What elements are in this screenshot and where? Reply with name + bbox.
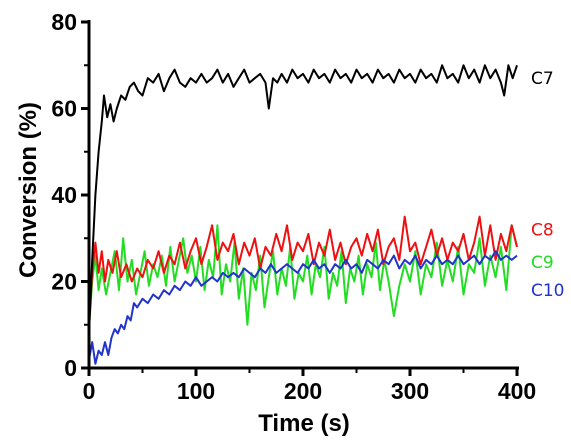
y-tick-label: 20: [51, 269, 77, 295]
y-tick-label: 80: [51, 9, 77, 35]
y-axis-title: Conversion (%): [15, 102, 42, 278]
x-tick-label: 200: [284, 378, 322, 404]
series-layer: [88, 64, 518, 365]
tick-layer: 0 20 40 60 80 0 100 200 300 400: [51, 9, 536, 404]
x-axis-title: Time (s): [258, 410, 350, 437]
series-line-c7: [88, 64, 518, 334]
series-label-c9: C9: [531, 253, 554, 273]
y-tick-label: 40: [51, 182, 77, 208]
series-label-c8: C8: [531, 221, 554, 241]
series-label-c10: C10: [531, 281, 565, 301]
x-tick-label: 400: [498, 378, 536, 404]
series-line-c8: [88, 215, 518, 325]
x-tick-label: 100: [177, 378, 215, 404]
series-label-c7: C7: [531, 69, 554, 89]
series-line-c9: [88, 224, 518, 330]
axes-layer: [87, 20, 519, 370]
x-tick-label: 300: [391, 378, 429, 404]
y-tick-label: 0: [64, 355, 77, 381]
series-line-c10: [88, 250, 518, 365]
y-tick-label: 60: [51, 96, 77, 122]
x-tick-label: 0: [83, 378, 96, 404]
series-label-layer: C7 C8 C9 C10: [531, 69, 565, 301]
